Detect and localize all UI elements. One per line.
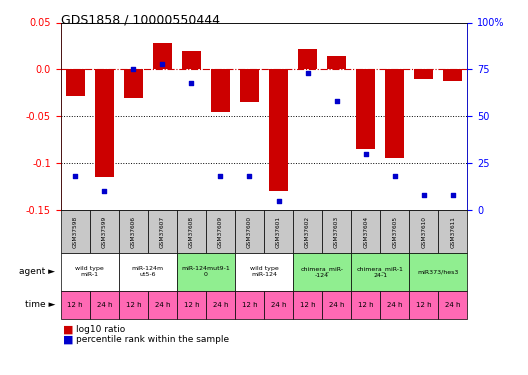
- Point: [100, 188, 109, 194]
- Point: [391, 173, 399, 179]
- Text: 24 h: 24 h: [213, 302, 228, 307]
- Text: GSM37602: GSM37602: [305, 216, 310, 248]
- Text: GSM37607: GSM37607: [160, 216, 165, 248]
- Text: miR-124mut9-1
0: miR-124mut9-1 0: [182, 267, 230, 277]
- Point: [129, 66, 138, 72]
- Text: 12 h: 12 h: [358, 302, 373, 307]
- Point: [158, 61, 167, 67]
- Bar: [298, 49, 317, 69]
- Text: log10 ratio: log10 ratio: [76, 326, 125, 334]
- Point: [187, 80, 196, 86]
- Text: 24 h: 24 h: [329, 302, 344, 307]
- Text: GSM37609: GSM37609: [218, 216, 223, 248]
- Text: GSM37604: GSM37604: [363, 216, 368, 248]
- Point: [216, 173, 225, 179]
- Bar: [327, 56, 346, 69]
- Text: miR-124m
ut5-6: miR-124m ut5-6: [132, 267, 164, 277]
- Bar: [356, 69, 375, 149]
- Text: 12 h: 12 h: [68, 302, 83, 307]
- Text: GSM37610: GSM37610: [421, 216, 426, 248]
- Text: agent ►: agent ►: [20, 267, 55, 276]
- Bar: [211, 69, 230, 112]
- Point: [275, 198, 283, 204]
- Text: GDS1858 / 10000550444: GDS1858 / 10000550444: [61, 13, 220, 26]
- Bar: [95, 69, 114, 177]
- Text: GSM37608: GSM37608: [189, 216, 194, 248]
- Bar: [269, 69, 288, 191]
- Bar: [444, 69, 462, 81]
- Text: ■: ■: [63, 334, 74, 344]
- Text: ■: ■: [63, 325, 74, 335]
- Point: [420, 192, 428, 198]
- Text: GSM37599: GSM37599: [102, 215, 107, 248]
- Bar: [414, 69, 433, 79]
- Text: GSM37600: GSM37600: [247, 216, 252, 248]
- Text: wild type
miR-1: wild type miR-1: [76, 267, 104, 277]
- Bar: [240, 69, 259, 102]
- Bar: [153, 43, 172, 69]
- Point: [303, 70, 312, 76]
- Text: 12 h: 12 h: [126, 302, 141, 307]
- Text: 24 h: 24 h: [387, 302, 402, 307]
- Text: GSM37603: GSM37603: [334, 216, 339, 248]
- Text: time ►: time ►: [25, 300, 55, 309]
- Text: 12 h: 12 h: [184, 302, 199, 307]
- Text: GSM37598: GSM37598: [73, 215, 78, 248]
- Point: [245, 173, 254, 179]
- Point: [361, 151, 370, 157]
- Text: miR373/hes3: miR373/hes3: [418, 269, 459, 274]
- Bar: [66, 69, 84, 96]
- Text: 24 h: 24 h: [271, 302, 286, 307]
- Bar: [385, 69, 404, 158]
- Text: 12 h: 12 h: [300, 302, 315, 307]
- Point: [449, 192, 457, 198]
- Text: 24 h: 24 h: [445, 302, 460, 307]
- Text: 24 h: 24 h: [97, 302, 112, 307]
- Text: GSM37605: GSM37605: [392, 216, 397, 248]
- Bar: [182, 51, 201, 69]
- Point: [71, 173, 80, 179]
- Point: [333, 98, 341, 104]
- Text: GSM37606: GSM37606: [131, 216, 136, 248]
- Text: chimera_miR-1
24-1: chimera_miR-1 24-1: [357, 266, 403, 278]
- Bar: [124, 69, 143, 98]
- Text: chimera_miR-
-124: chimera_miR- -124: [300, 266, 344, 278]
- Text: GSM37611: GSM37611: [450, 216, 455, 248]
- Text: wild type
miR-124: wild type miR-124: [250, 267, 278, 277]
- Text: 12 h: 12 h: [242, 302, 257, 307]
- Text: GSM37601: GSM37601: [276, 216, 281, 248]
- Text: 24 h: 24 h: [155, 302, 170, 307]
- Text: 12 h: 12 h: [416, 302, 431, 307]
- Text: percentile rank within the sample: percentile rank within the sample: [76, 335, 229, 344]
